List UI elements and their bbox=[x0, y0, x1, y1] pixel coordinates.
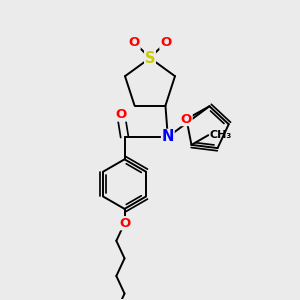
Text: O: O bbox=[129, 36, 140, 49]
Text: O: O bbox=[115, 108, 127, 121]
Text: CH₃: CH₃ bbox=[209, 130, 232, 140]
Text: O: O bbox=[119, 217, 130, 230]
Text: O: O bbox=[181, 112, 192, 125]
Text: O: O bbox=[160, 36, 171, 49]
Text: S: S bbox=[145, 50, 155, 65]
Text: N: N bbox=[162, 129, 174, 144]
